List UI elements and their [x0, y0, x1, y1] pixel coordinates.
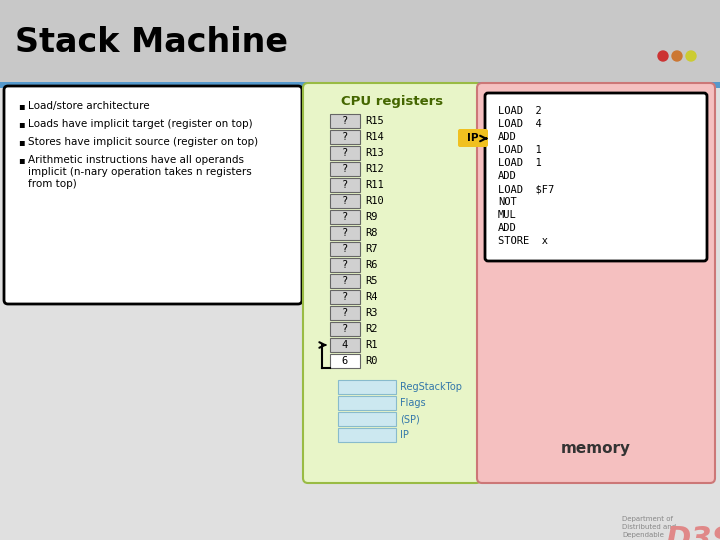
Text: LOAD  $F7: LOAD $F7 [498, 184, 554, 194]
Text: LOAD  4: LOAD 4 [498, 119, 541, 129]
Text: CPU registers: CPU registers [341, 94, 443, 107]
Text: ?: ? [342, 116, 348, 126]
Bar [330, 338, 360, 352]
Bar [330, 146, 360, 160]
Text: STORE  x: STORE x [498, 236, 548, 246]
Text: RegStackTop: RegStackTop [400, 382, 462, 392]
Bar [0, 88, 720, 540]
Text: Department of
Distributed and
Dependable
Systems: Department of Distributed and Dependable… [622, 516, 676, 540]
Text: R3: R3 [365, 308, 377, 318]
Text: Arithmetic instructions have all operands: Arithmetic instructions have all operand… [28, 155, 244, 165]
Bar [338, 380, 396, 394]
Bar [330, 258, 360, 272]
Text: ?: ? [342, 292, 348, 302]
Text: R5: R5 [365, 276, 377, 286]
Text: ?: ? [342, 276, 348, 286]
Text: NOT: NOT [498, 197, 517, 207]
Text: IP: IP [467, 133, 479, 143]
Text: (SP): (SP) [400, 414, 420, 424]
Bar [330, 242, 360, 256]
Text: Load/store architecture: Load/store architecture [28, 101, 150, 111]
Bar [338, 412, 396, 426]
FancyBboxPatch shape [4, 86, 302, 304]
Text: R14: R14 [365, 132, 384, 142]
Text: ?: ? [342, 164, 348, 174]
Text: R15: R15 [365, 116, 384, 126]
Bar [330, 290, 360, 304]
Bar [330, 226, 360, 240]
FancyBboxPatch shape [485, 93, 707, 261]
FancyBboxPatch shape [458, 129, 488, 147]
Bar [338, 428, 396, 442]
Text: R2: R2 [365, 324, 377, 334]
Text: memory: memory [561, 441, 631, 456]
Bar [330, 274, 360, 288]
Text: Flags: Flags [400, 398, 426, 408]
Text: MUL: MUL [498, 210, 517, 220]
Bar [0, 82, 720, 88]
Text: ?: ? [342, 228, 348, 238]
Text: LOAD  2: LOAD 2 [498, 106, 541, 116]
Text: R9: R9 [365, 212, 377, 222]
Circle shape [672, 51, 682, 61]
Text: ADD: ADD [498, 132, 517, 142]
Text: ?: ? [342, 148, 348, 158]
Text: Loads have implicit target (register on top): Loads have implicit target (register on … [28, 119, 253, 129]
Text: ?: ? [342, 132, 348, 142]
Text: Stack Machine: Stack Machine [15, 26, 288, 59]
Text: ▪: ▪ [18, 119, 24, 129]
Text: ?: ? [342, 324, 348, 334]
FancyBboxPatch shape [477, 83, 715, 483]
Bar [330, 354, 360, 368]
Bar [330, 194, 360, 208]
Text: LOAD  1: LOAD 1 [498, 158, 541, 168]
Bar [330, 178, 360, 192]
Text: ADD: ADD [498, 223, 517, 233]
Text: ▪: ▪ [18, 137, 24, 147]
Bar [330, 322, 360, 336]
Text: R4: R4 [365, 292, 377, 302]
Text: ADD: ADD [498, 171, 517, 181]
Text: R1: R1 [365, 340, 377, 350]
Text: ?: ? [342, 308, 348, 318]
Circle shape [658, 51, 668, 61]
Circle shape [686, 51, 696, 61]
Bar [338, 396, 396, 410]
Text: implicit (n-nary operation takes n registers: implicit (n-nary operation takes n regis… [28, 167, 252, 177]
Text: R0: R0 [365, 356, 377, 366]
Text: D3S: D3S [666, 525, 720, 540]
Text: 6: 6 [342, 356, 348, 366]
Text: from top): from top) [28, 179, 77, 189]
Text: R13: R13 [365, 148, 384, 158]
Text: ▪: ▪ [18, 101, 24, 111]
Bar [330, 306, 360, 320]
Text: ?: ? [342, 196, 348, 206]
Bar [330, 162, 360, 176]
Text: R6: R6 [365, 260, 377, 270]
Text: ?: ? [342, 212, 348, 222]
Bar [330, 130, 360, 144]
Text: 4: 4 [342, 340, 348, 350]
Text: R8: R8 [365, 228, 377, 238]
Bar [330, 210, 360, 224]
Bar [0, 0, 720, 85]
Text: R10: R10 [365, 196, 384, 206]
Text: R11: R11 [365, 180, 384, 190]
Text: IP: IP [400, 430, 409, 440]
FancyBboxPatch shape [303, 83, 481, 483]
Text: ?: ? [342, 180, 348, 190]
Text: ?: ? [342, 244, 348, 254]
Text: ▪: ▪ [18, 155, 24, 165]
Text: R7: R7 [365, 244, 377, 254]
Text: LOAD  1: LOAD 1 [498, 145, 541, 155]
Text: Stores have implicit source (register on top): Stores have implicit source (register on… [28, 137, 258, 147]
Text: ?: ? [342, 260, 348, 270]
Bar [330, 114, 360, 128]
Text: R12: R12 [365, 164, 384, 174]
